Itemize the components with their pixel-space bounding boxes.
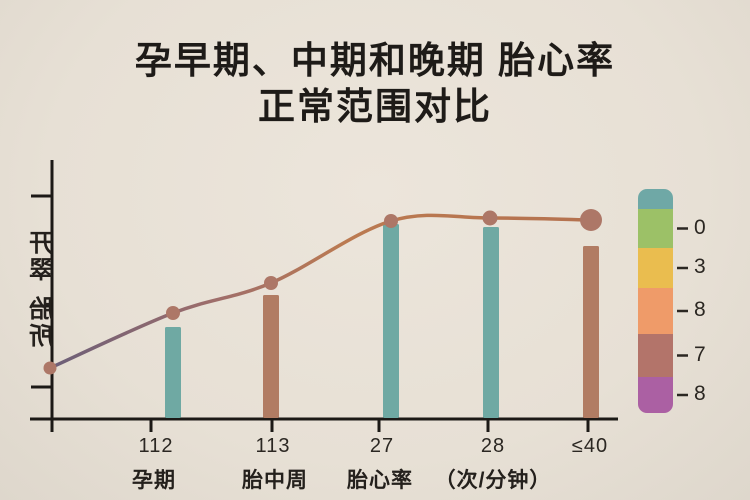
y-axis-label-char: 所	[29, 323, 53, 350]
legend-segment-2	[638, 248, 673, 288]
trend-point	[384, 214, 398, 228]
trend-point	[43, 361, 57, 375]
trend-points	[43, 209, 602, 375]
chart-title: 孕早期、中期和晚期 胎心率 正常范围对比	[0, 38, 750, 130]
legend-segment-4	[638, 334, 673, 377]
trend-point	[166, 306, 180, 320]
bar-113	[263, 295, 279, 418]
legend-segment-5	[638, 377, 673, 413]
chart-title-line2: 正常范围对比	[258, 86, 492, 127]
bar-28	[483, 227, 499, 418]
legend-colorbar	[638, 189, 688, 413]
trend-point	[264, 276, 278, 290]
chart-axes	[30, 160, 618, 432]
y-axis-label: 开翠胎所	[26, 230, 56, 350]
chart-bars	[165, 224, 599, 418]
legend-segment-1	[638, 209, 673, 248]
legend-segment-3	[638, 288, 673, 334]
legend-segment-0	[638, 189, 673, 209]
y-axis-label-char: 胎	[29, 296, 53, 323]
chart-title-line1: 孕早期、中期和晚期 胎心率	[134, 40, 616, 81]
trend-point	[482, 210, 498, 226]
trend-point	[580, 209, 602, 231]
y-axis-label-char: 翠	[29, 257, 53, 284]
bar-27	[383, 224, 399, 418]
bar-112	[165, 327, 181, 418]
trend-line	[48, 213, 593, 370]
y-axis-label-char: 开	[29, 230, 53, 257]
bar-≤40	[583, 246, 599, 418]
